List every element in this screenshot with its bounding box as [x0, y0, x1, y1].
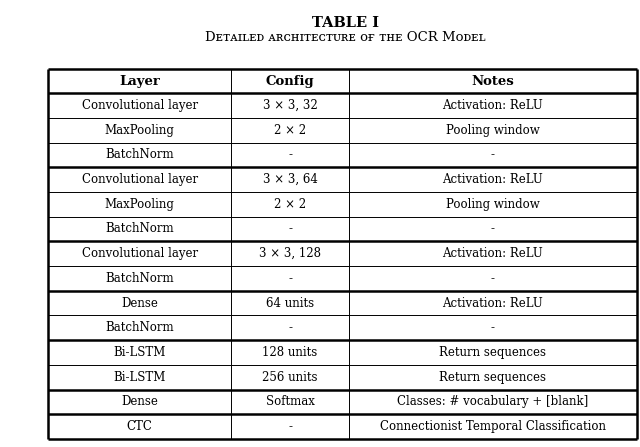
Text: Dᴇᴛᴀɪʟᴇᴅ ᴀʀᴄʜɪᴛᴇᴄᴛᴜʀᴇ ᴏғ ᴛʜᴇ OCR Mᴏᴅᴇʟ: Dᴇᴛᴀɪʟᴇᴅ ᴀʀᴄʜɪᴛᴇᴄᴛᴜʀᴇ ᴏғ ᴛʜᴇ OCR Mᴏᴅᴇʟ — [205, 31, 486, 44]
Text: -: - — [288, 272, 292, 285]
Text: BatchNorm: BatchNorm — [105, 223, 174, 236]
Text: Notes: Notes — [472, 75, 515, 88]
Text: -: - — [491, 272, 495, 285]
Text: Convolutional layer: Convolutional layer — [81, 173, 198, 186]
Text: MaxPooling: MaxPooling — [105, 198, 175, 211]
Text: 128 units: 128 units — [262, 346, 317, 359]
Text: Bi-LSTM: Bi-LSTM — [113, 371, 166, 384]
Text: Dense: Dense — [121, 297, 158, 310]
Text: -: - — [288, 321, 292, 334]
Text: -: - — [491, 321, 495, 334]
Text: BatchNorm: BatchNorm — [105, 148, 174, 161]
Text: -: - — [288, 148, 292, 161]
Text: Activation: ReLU: Activation: ReLU — [442, 99, 543, 112]
Text: Bi-LSTM: Bi-LSTM — [113, 346, 166, 359]
Text: 256 units: 256 units — [262, 371, 318, 384]
Text: Dense: Dense — [121, 396, 158, 409]
Text: Convolutional layer: Convolutional layer — [81, 247, 198, 260]
Text: 2 × 2: 2 × 2 — [274, 124, 306, 137]
Text: BatchNorm: BatchNorm — [105, 321, 174, 334]
Text: 3 × 3, 128: 3 × 3, 128 — [259, 247, 321, 260]
Text: Config: Config — [266, 75, 314, 88]
Text: -: - — [491, 148, 495, 161]
Text: BatchNorm: BatchNorm — [105, 272, 174, 285]
Text: -: - — [288, 223, 292, 236]
Text: MaxPooling: MaxPooling — [105, 124, 175, 137]
Text: 2 × 2: 2 × 2 — [274, 198, 306, 211]
Text: Return sequences: Return sequences — [440, 371, 547, 384]
Text: CTC: CTC — [127, 420, 152, 433]
Text: Pooling window: Pooling window — [446, 124, 540, 137]
Text: Classes: # vocabulary + [blank]: Classes: # vocabulary + [blank] — [397, 396, 589, 409]
Text: 64 units: 64 units — [266, 297, 314, 310]
Text: Connectionist Temporal Classification: Connectionist Temporal Classification — [380, 420, 606, 433]
Text: Activation: ReLU: Activation: ReLU — [442, 297, 543, 310]
Text: TABLE I: TABLE I — [312, 16, 379, 30]
Text: 3 × 3, 64: 3 × 3, 64 — [262, 173, 317, 186]
Text: Activation: ReLU: Activation: ReLU — [442, 173, 543, 186]
Text: 3 × 3, 32: 3 × 3, 32 — [262, 99, 317, 112]
Text: -: - — [491, 223, 495, 236]
Text: -: - — [288, 420, 292, 433]
Text: Return sequences: Return sequences — [440, 346, 547, 359]
Text: Pooling window: Pooling window — [446, 198, 540, 211]
Text: Layer: Layer — [119, 75, 160, 88]
Text: Activation: ReLU: Activation: ReLU — [442, 247, 543, 260]
Text: Convolutional layer: Convolutional layer — [81, 99, 198, 112]
Text: Softmax: Softmax — [266, 396, 314, 409]
